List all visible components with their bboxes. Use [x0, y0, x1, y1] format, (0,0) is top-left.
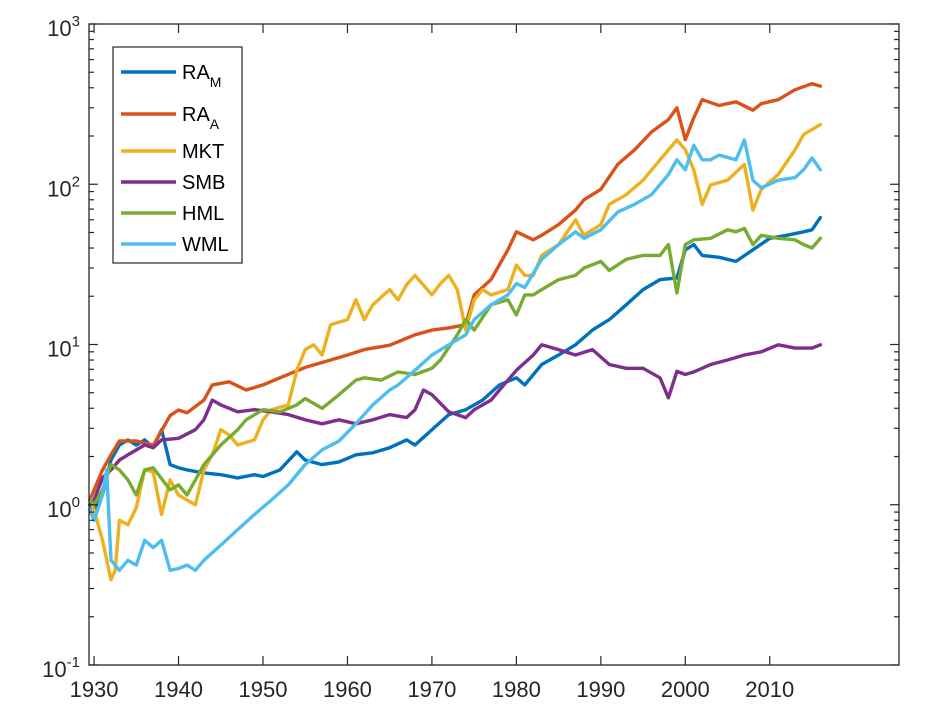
- legend-item-hml: HML: [121, 203, 224, 225]
- legend-label: WML: [182, 234, 229, 256]
- x-tick-label: 1960: [323, 677, 372, 702]
- y-tick-label: 101: [47, 334, 80, 362]
- legend-label-main: MKT: [182, 141, 224, 163]
- y-tick-base: 10: [47, 176, 71, 201]
- legend-label: RAA: [182, 104, 220, 132]
- y-tick-exponent: 3: [72, 13, 80, 30]
- y-tick-label: 103: [47, 13, 80, 41]
- series-line-ra-a: [88, 81, 823, 502]
- legend-label-subscript: M: [210, 74, 222, 90]
- plot-frame: [88, 23, 900, 666]
- legend-item-smb: SMB: [121, 172, 225, 194]
- x-tick-label: 1980: [492, 677, 541, 702]
- legend-label-main: WML: [182, 234, 229, 256]
- x-tick-label: 1940: [154, 677, 203, 702]
- legend-item-ra-m: RAM: [121, 62, 221, 90]
- y-tick-base: 10: [47, 497, 71, 522]
- legend-label: RAM: [182, 62, 221, 90]
- legend-label-subscript: A: [210, 116, 220, 132]
- x-tick-label: 1950: [239, 677, 288, 702]
- legend-label-main: SMB: [182, 172, 225, 194]
- x-tick-label: 1970: [407, 677, 456, 702]
- legend-label-main: HML: [182, 203, 224, 225]
- series-layer: [88, 81, 823, 582]
- y-tick-exponent: -1: [67, 654, 80, 671]
- legend-label-main: RA: [182, 104, 210, 126]
- y-tick-base: 10: [47, 337, 71, 362]
- x-tick-labels: 1930 1940 1950 1960 1970 1980 1990 2000 2010: [70, 677, 795, 702]
- series-line-smb: [88, 343, 823, 507]
- legend-item-ra-a: RAA: [121, 104, 220, 132]
- y-tick-exponent: 0: [72, 494, 80, 511]
- y-tick-base: 10: [47, 16, 71, 41]
- legend-label: HML: [182, 203, 224, 225]
- legend-label: SMB: [182, 172, 225, 194]
- y-tick-exponent: 2: [72, 173, 80, 190]
- legend-label-main: RA: [182, 62, 210, 84]
- y-tick-label: 102: [47, 173, 80, 201]
- legend-item-wml: WML: [121, 234, 229, 256]
- y-tick-label: 100: [47, 494, 80, 522]
- x-tick-label: 1990: [576, 677, 625, 702]
- series-line-wml: [88, 138, 823, 572]
- x-tick-label: 2000: [661, 677, 710, 702]
- series-line-hml: [88, 226, 823, 507]
- series-line-mkt: [88, 122, 823, 582]
- legend-item-mkt: MKT: [121, 141, 224, 163]
- legend-box: [112, 46, 243, 264]
- x-tick-label: 1930: [70, 677, 119, 702]
- y-tick-base: 10: [42, 657, 66, 682]
- x-tick-label: 2010: [745, 677, 794, 702]
- ticks-layer: [89, 23, 899, 666]
- legend-label: MKT: [182, 141, 224, 163]
- y-tick-exponent: 1: [72, 334, 80, 351]
- y-tick-label: 10-1: [42, 654, 80, 682]
